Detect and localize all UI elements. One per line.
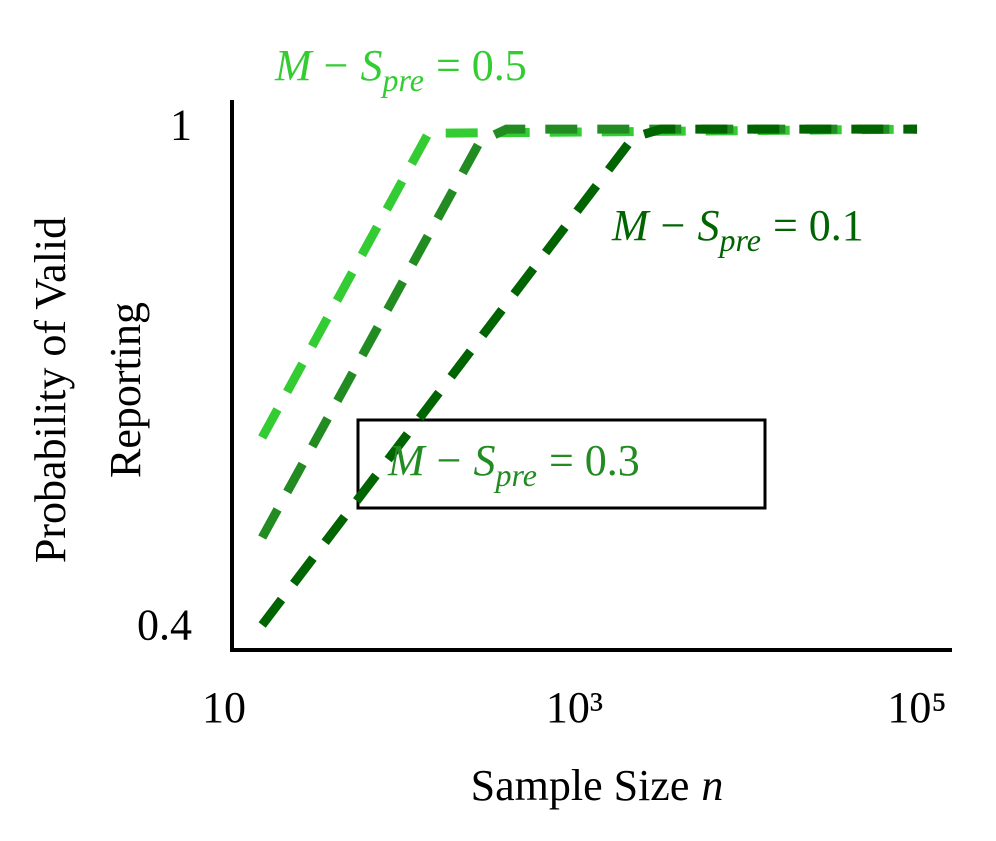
series-label-part: M: [611, 201, 651, 250]
series-label-part: pre: [380, 62, 423, 98]
series-label: M − Spre = 0.3: [387, 436, 640, 493]
x-label-var: n: [701, 761, 723, 810]
series-label-part: −: [324, 41, 349, 90]
series-label-part: −: [661, 201, 686, 250]
series-label-part: pre: [717, 222, 760, 258]
label-box: [356, 418, 767, 510]
series-line: [258, 124, 918, 628]
series-label-part: S: [360, 41, 382, 90]
series-label-part: S: [473, 436, 495, 485]
series-label-part: M: [387, 436, 427, 485]
series-label-part: pre: [493, 457, 536, 493]
x-axis-label: Sample Size n: [471, 761, 724, 810]
series-label-part: S: [697, 201, 719, 250]
x-tick-label: 10³: [546, 683, 603, 732]
x-tick-label: 10: [202, 683, 246, 732]
y-tick-label: 0.4: [137, 600, 192, 649]
series-label: M − Spre = 0.1: [611, 201, 864, 258]
series-label: M − Spre = 0.5: [274, 41, 527, 98]
y-axis-label: Reporting: [101, 302, 150, 478]
series-label-part: = 0.3: [549, 436, 640, 485]
y-tick-label: 1: [170, 100, 192, 149]
series-label-part: = 0.1: [773, 201, 864, 250]
series-label-part: = 0.5: [436, 41, 527, 90]
series-label-part: M: [274, 41, 314, 90]
series-line: [258, 124, 918, 440]
x-tick-label: 10⁵: [887, 683, 946, 732]
x-label-text: Sample Size: [471, 761, 690, 810]
series-label-part: −: [437, 436, 462, 485]
y-axis-label: Probability of Valid: [26, 217, 75, 563]
